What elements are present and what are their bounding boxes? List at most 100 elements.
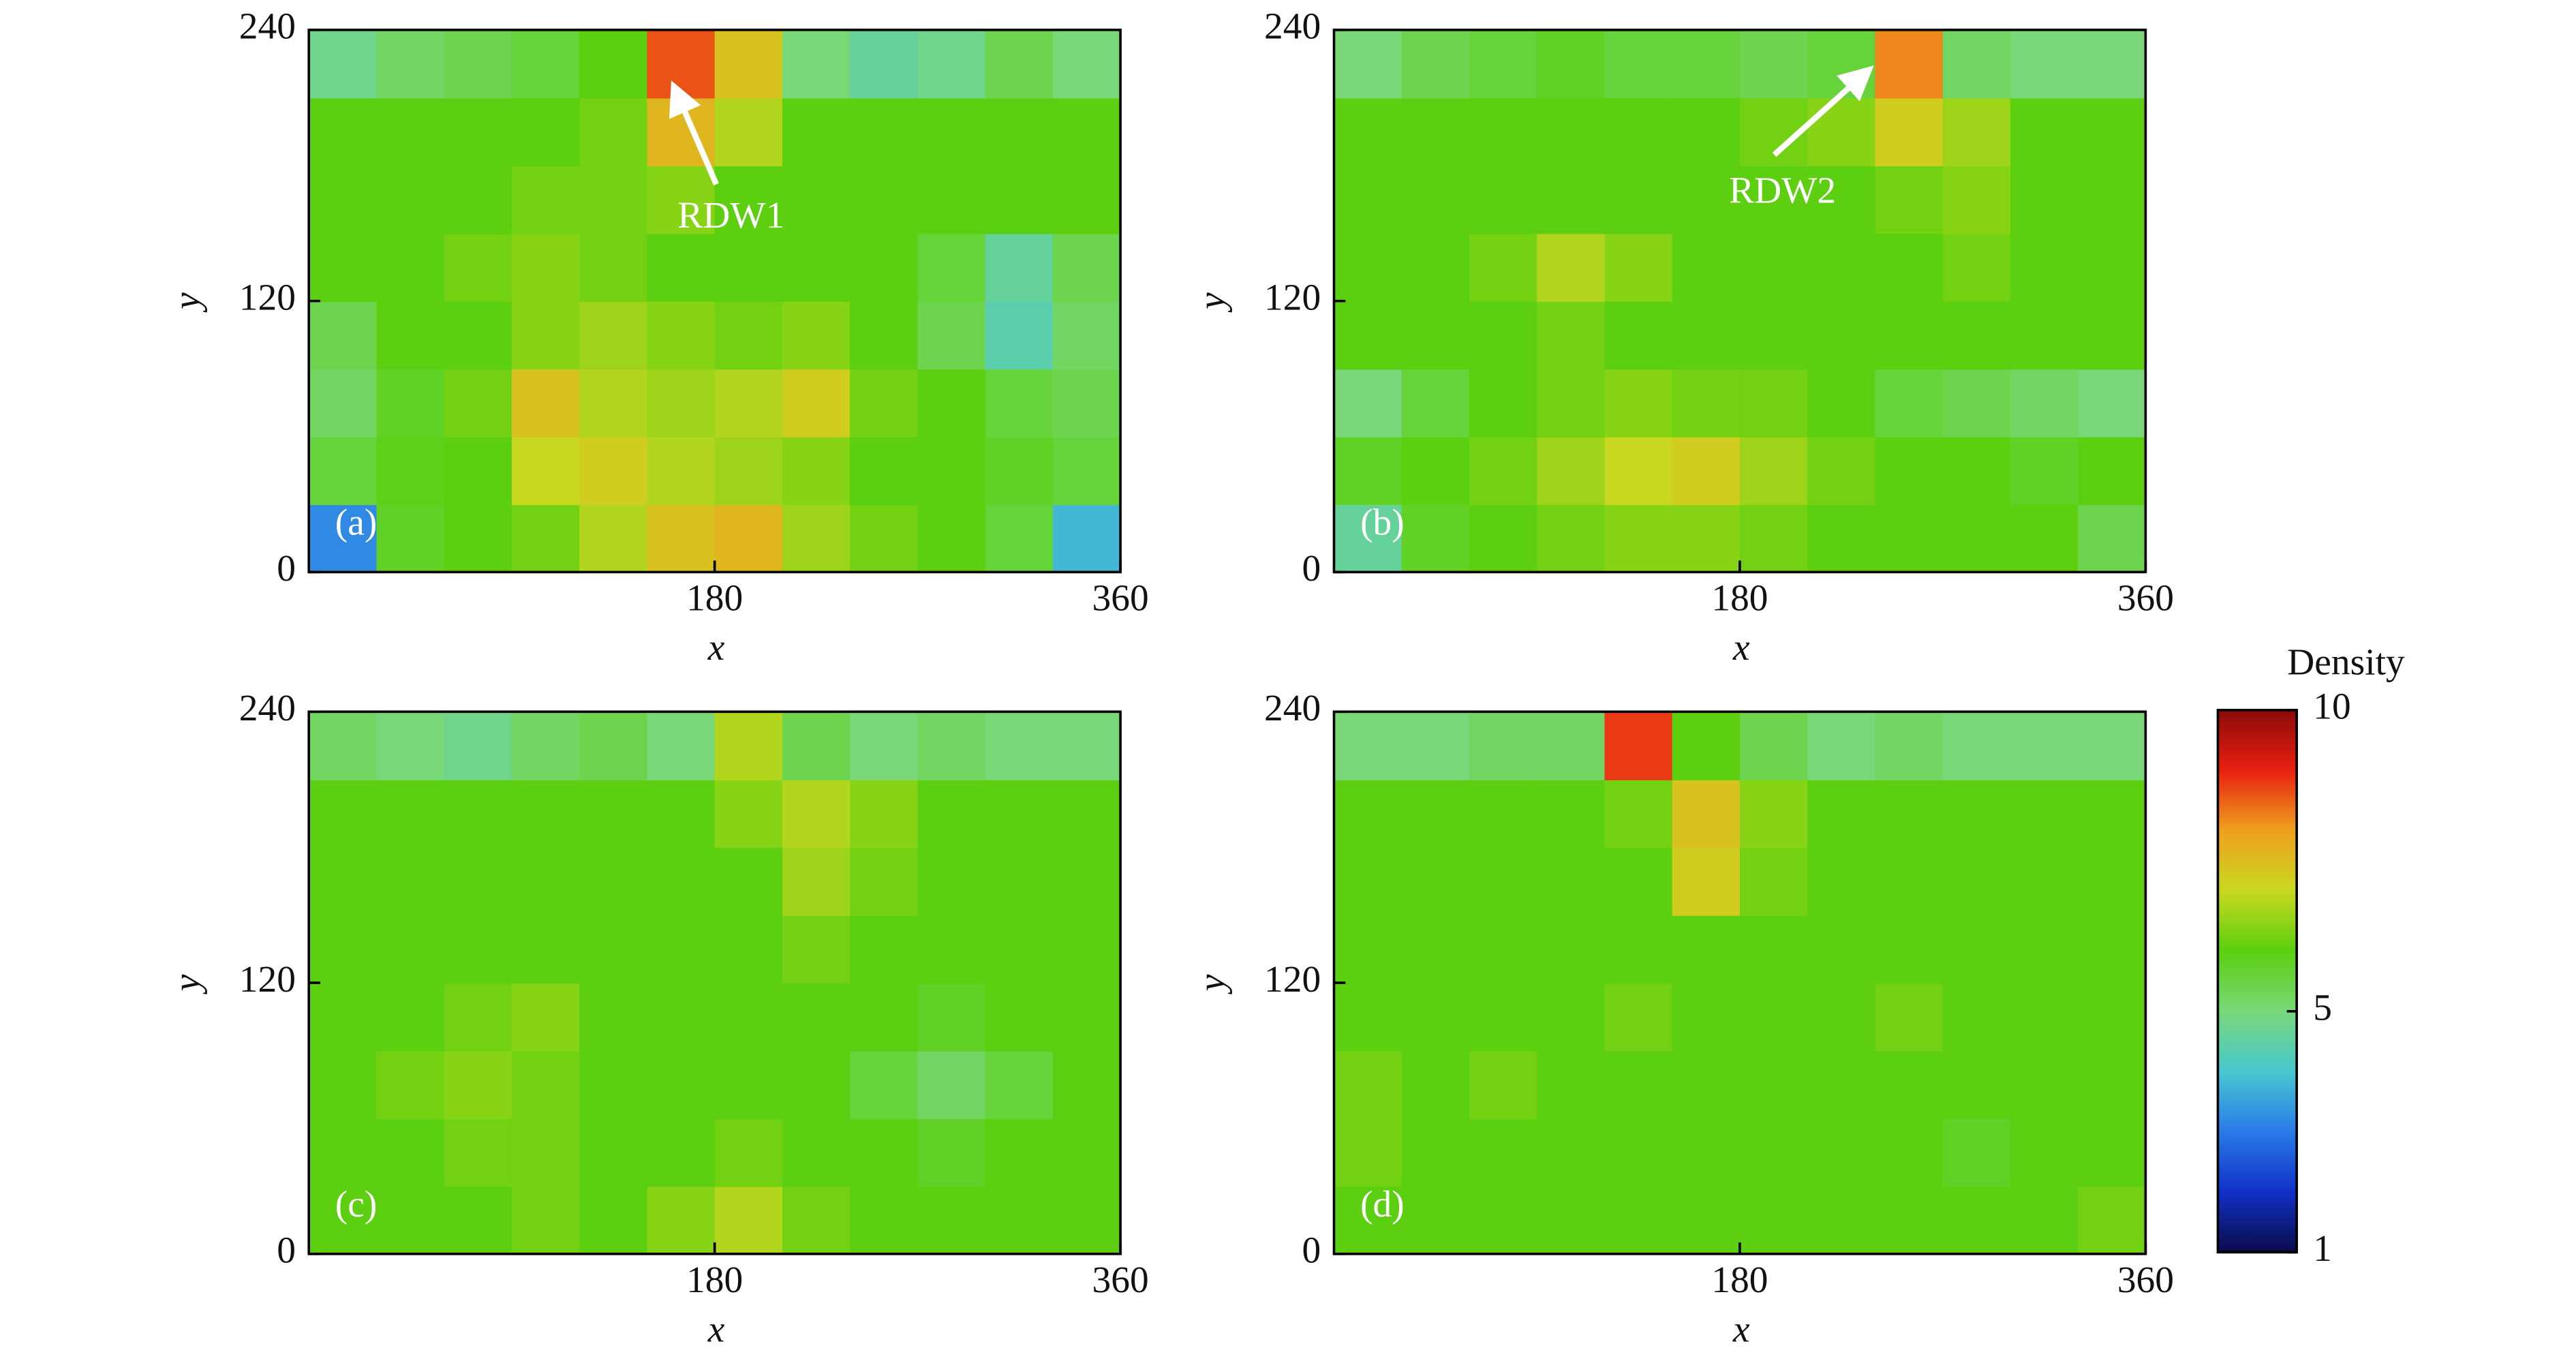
heat-cell: [309, 165, 378, 234]
heat-cell: [1334, 983, 1402, 1052]
heat-cell: [1739, 915, 1809, 984]
panel-label: (b): [1360, 502, 1405, 543]
heat-cell: [1334, 97, 1402, 166]
heat-cell: [985, 165, 1054, 234]
heat-cell: [850, 165, 919, 234]
heat-cell: [444, 504, 513, 573]
heat-cell: [511, 29, 581, 99]
annotation-arrow: [669, 80, 719, 186]
heat-cell: [1604, 233, 1673, 302]
heat-cell: [850, 301, 919, 370]
heat-cell: [579, 1186, 648, 1255]
heat-cell: [2010, 369, 2079, 438]
heat-cell: [1052, 983, 1122, 1052]
heat-cell: [511, 983, 581, 1052]
panel-label: (c): [335, 1183, 378, 1225]
heat-cell: [985, 1050, 1054, 1120]
heat-cell: [1875, 1050, 1944, 1120]
heat-cell: [917, 915, 986, 984]
heat-cell: [1739, 712, 1809, 780]
heat-cell: [714, 712, 784, 780]
heat-cell: [850, 1186, 919, 1255]
heat-cell: [1401, 301, 1471, 370]
heat-cell: [782, 504, 851, 573]
heat-cell: [2078, 504, 2147, 573]
heat-cell: [511, 712, 581, 780]
heat-cell: [1334, 779, 1402, 848]
colorbar-tick-label: 1: [2313, 1227, 2332, 1269]
heat-cell: [1469, 779, 1538, 848]
heat-cell: [917, 29, 986, 99]
heat-cell: [511, 301, 581, 370]
annotation-arrow: [1772, 65, 1874, 157]
heat-cell: [1334, 712, 1402, 780]
heat-cell: [1739, 504, 1809, 573]
heat-cell: [917, 712, 986, 780]
heat-cell: [511, 97, 581, 166]
heat-cell: [1875, 504, 1944, 573]
heat-cell: [647, 165, 716, 234]
heat-cell: [376, 915, 445, 984]
heat-cell: [1469, 436, 1538, 506]
heat-cell: [2010, 436, 2079, 506]
heat-cell: [850, 847, 919, 916]
heat-cell: [2078, 1050, 2147, 1120]
heat-cell: [444, 1118, 513, 1187]
heat-cell: [1942, 779, 2012, 848]
heat-cell: [2010, 301, 2079, 370]
heat-cell: [511, 779, 581, 848]
heat-cell: [1334, 847, 1402, 916]
heat-cell: [376, 1118, 445, 1187]
heat-cell: [647, 779, 716, 848]
heat-cell: [1604, 1118, 1673, 1187]
heat-cell: [714, 915, 784, 984]
heat-cell: [1052, 1186, 1122, 1255]
heat-cell: [2078, 1186, 2147, 1255]
heat-cell: [2010, 915, 2079, 984]
heat-cell: [309, 369, 378, 438]
heat-cell: [1604, 504, 1673, 573]
heat-cell: [1672, 301, 1741, 370]
heat-cell: [579, 915, 648, 984]
heat-cell: [1739, 165, 1809, 234]
heat-cell: [2010, 712, 2079, 780]
x-tick-label: 360: [2117, 1259, 2174, 1300]
heat-cell: [1875, 1118, 1944, 1187]
y-tick-label: 120: [1264, 958, 1321, 1000]
heat-cell: [1875, 847, 1944, 916]
heat-cell: [444, 233, 513, 302]
heat-cell: [714, 29, 784, 99]
heat-cell: [1537, 436, 1606, 506]
heat-cell: [1334, 369, 1402, 438]
heat-cell: [1052, 504, 1122, 573]
heat-cell: [1334, 1186, 1402, 1255]
heat-cell: [714, 779, 784, 848]
heat-cell: [917, 369, 986, 438]
heat-cell: [1401, 915, 1471, 984]
y-axis-label: y: [1191, 974, 1233, 994]
heat-cell: [1537, 1050, 1606, 1120]
heat-cell: [985, 301, 1054, 370]
annotation: RDW2: [1729, 170, 1836, 211]
annotation: RDW1: [677, 194, 784, 236]
heat-cell: [985, 915, 1054, 984]
heat-cell: [1537, 847, 1606, 916]
heat-cell: [1469, 97, 1538, 166]
heat-cell: [1807, 712, 1876, 780]
heat-cell: [714, 1118, 784, 1187]
heat-cell: [444, 369, 513, 438]
x-tick-label: 360: [2117, 577, 2174, 619]
heat-cell: [579, 369, 648, 438]
heat-cell: [2010, 779, 2079, 848]
heat-cell: [647, 1118, 716, 1187]
heat-cell: [511, 847, 581, 916]
heat-cell: [917, 165, 986, 234]
heat-cell: [2078, 301, 2147, 370]
heat-cell: [1537, 29, 1606, 99]
heat-cell: [1942, 97, 2012, 166]
heat-cell: [1052, 436, 1122, 506]
heat-cell: [1469, 847, 1538, 916]
y-tick-label: 240: [239, 5, 296, 47]
heat-cell: [1401, 436, 1471, 506]
